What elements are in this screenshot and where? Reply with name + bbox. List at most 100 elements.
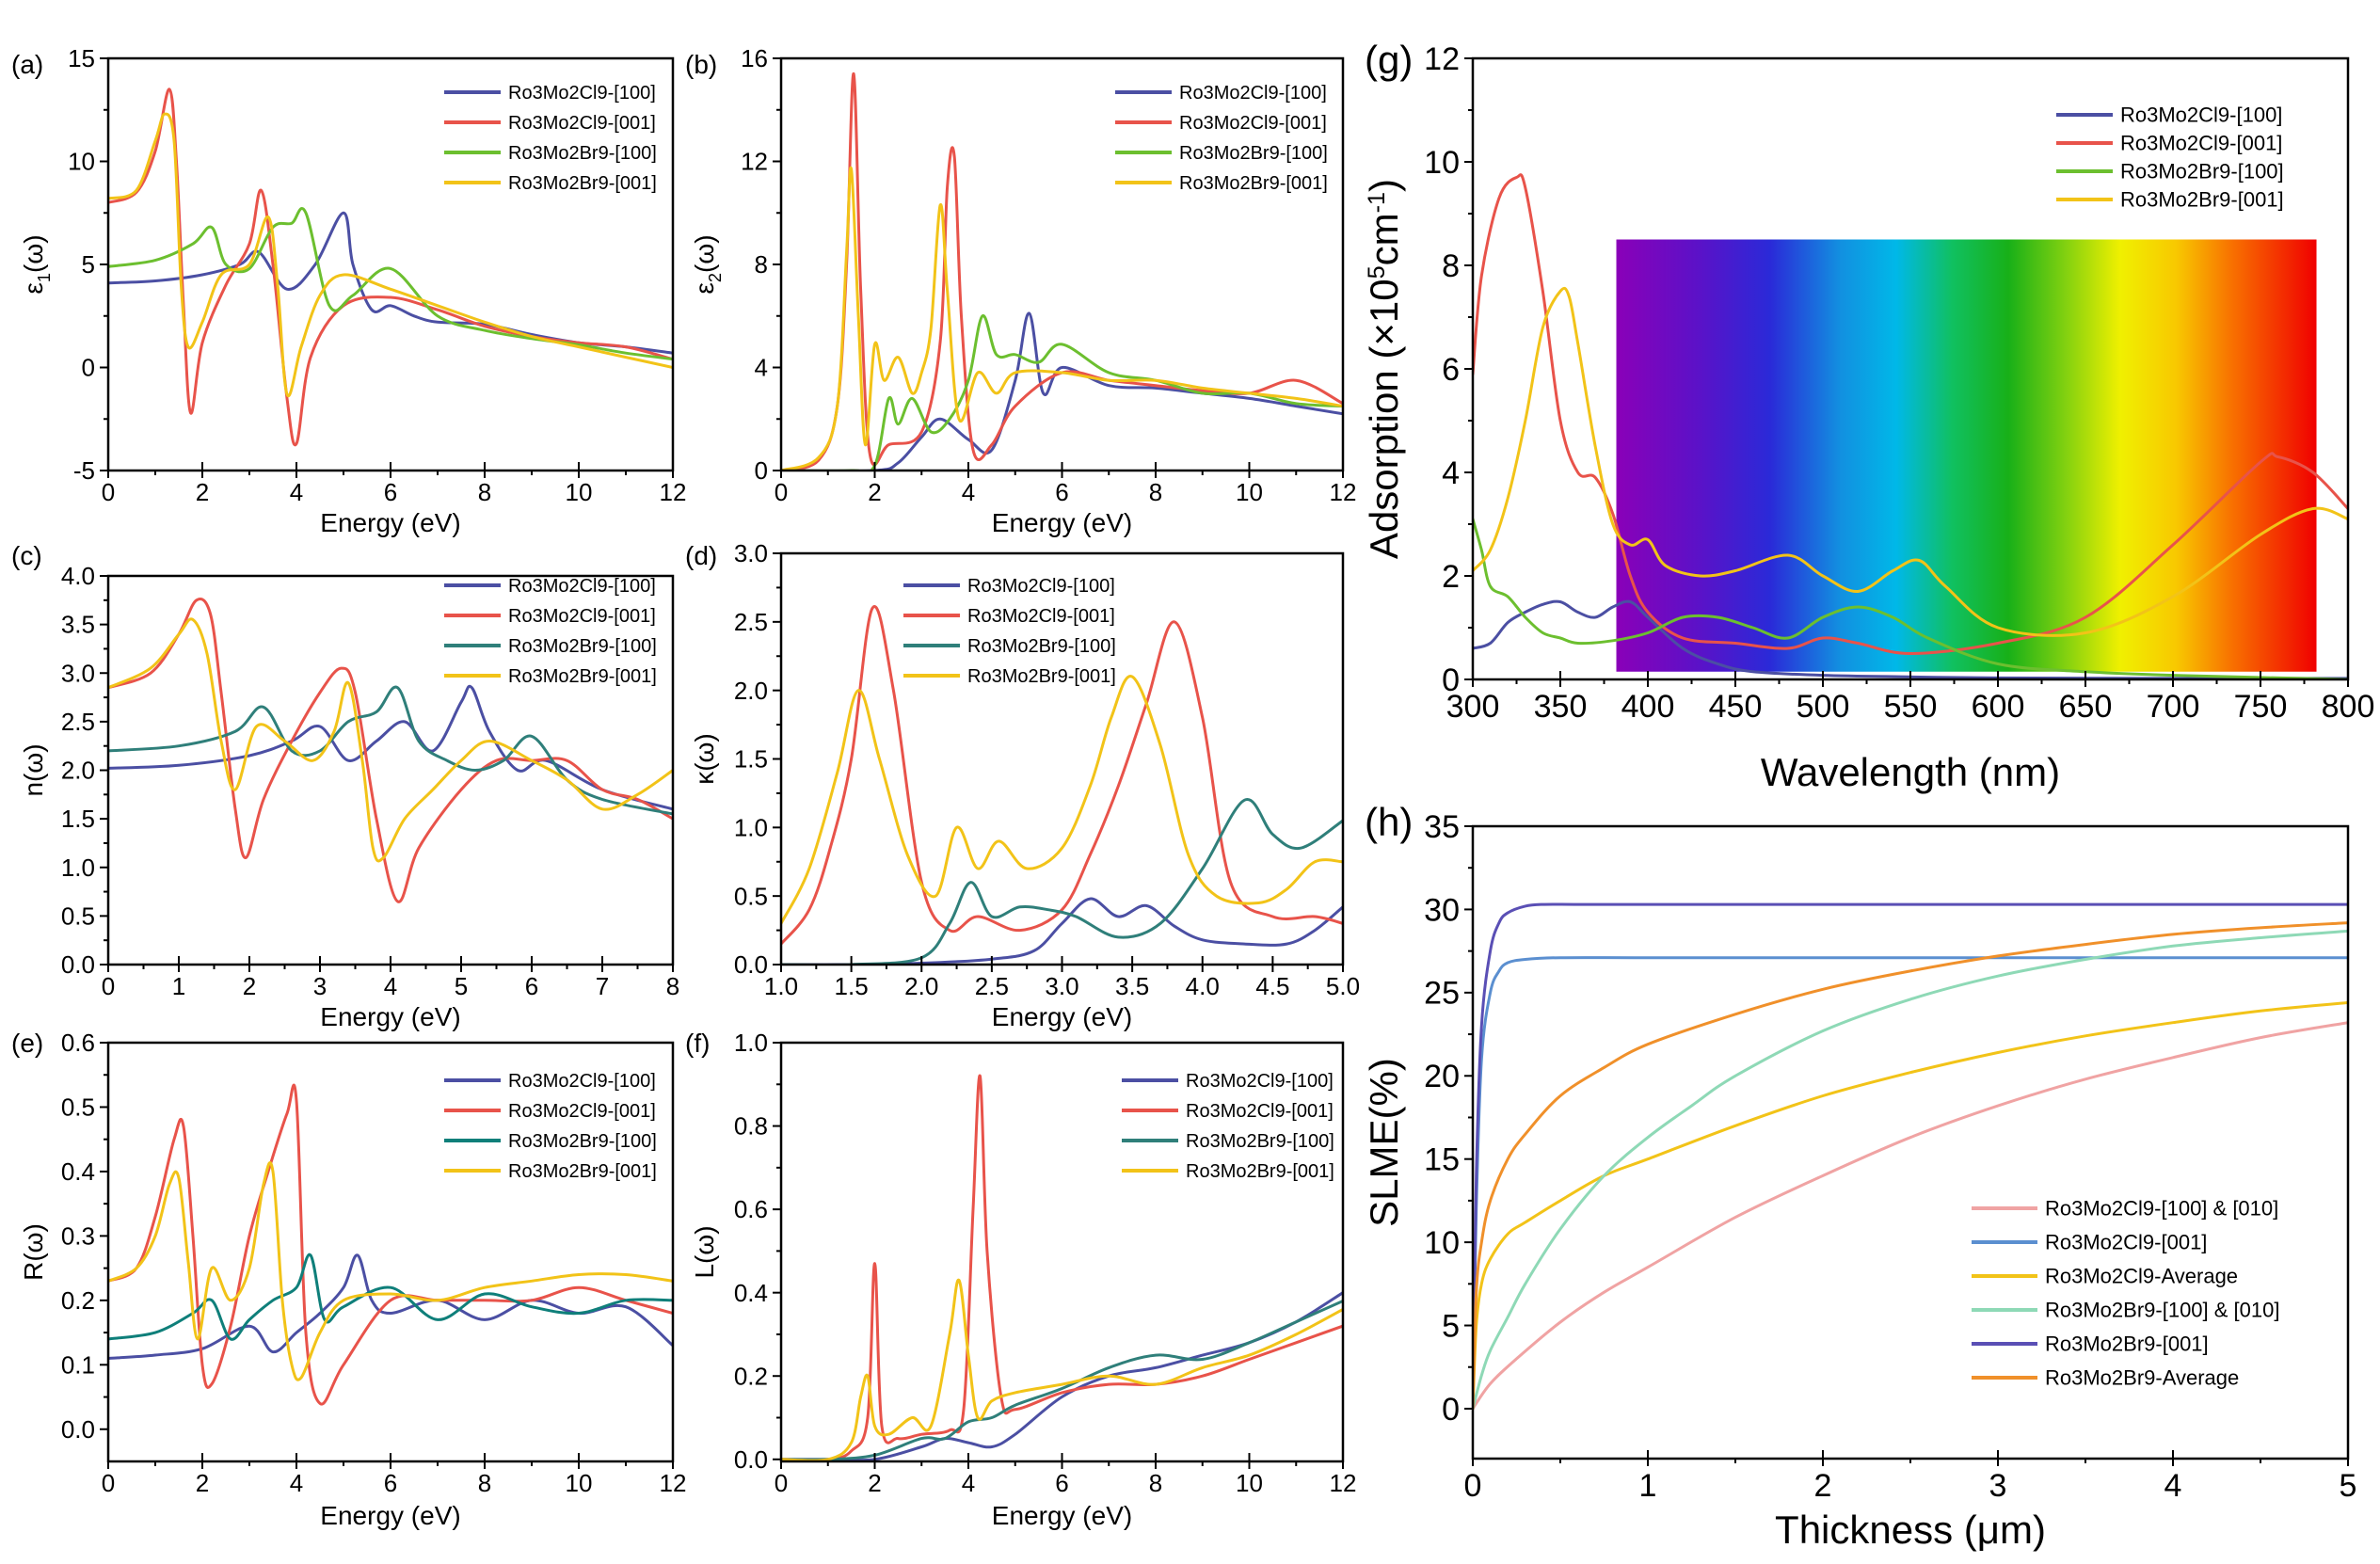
y-tick-label: 6 [1442,352,1460,388]
chart-panel-e: 0 2 4 6 8 10 12 0.0 0.1 0.2 0.3 0.4 0.5 0.6 Energy (eV… [11,1029,686,1530]
x-tick-label: 1.0 [764,972,798,1000]
x-tick-label: 800 [2322,689,2375,725]
y-tick-label: -5 [73,456,95,485]
y-tick-label: 0.8 [734,1112,768,1141]
x-tick-label: 300 [1446,689,1500,725]
x-axis-label: Energy (eV) [320,1002,460,1031]
y-tick-label: 2.5 [734,608,768,636]
y-tick-label: 2.5 [61,708,95,736]
y-tick-label: 2.0 [734,677,768,705]
series-line-c-3 [108,617,673,863]
legend-label: Ro3Mo2Cl9-[100] & [010] [2045,1197,2278,1221]
series-group [781,1074,1343,1461]
series-group [781,604,1343,965]
y-tick-label: 0.3 [61,1221,95,1250]
legend: Ro3Mo2Cl9-[100] Ro3Mo2Cl9-[001] Ro3Mo2Br9-… [2056,104,2284,212]
y-tick-label: 0.5 [61,902,95,930]
y-tick-label: 0.4 [61,1157,95,1186]
series-line-e-0 [108,1253,673,1360]
y-tick-label: 16 [741,44,768,72]
y-tick-label: 0.2 [61,1286,95,1315]
x-tick-label: 10 [1236,1469,1263,1497]
legend: Ro3Mo2Cl9-[100] & [010] Ro3Mo2Cl9-[001] Ro… [1972,1197,2279,1390]
chart-panel-h: 0 1 2 3 4 5 0 5 10 15 20 25 30 35 Thickness (μm) SLME(%… [1362,800,2356,1552]
series-group [108,598,673,903]
panel-label: (h) [1365,800,1413,844]
chart-panel-b: 0 2 4 6 8 10 12 0 4 8 12 16 Energy (eV) ε2(ω) (b) Ro3Mo… [685,44,1356,537]
legend-label: Ro3Mo2Br9-[001] [1179,173,1328,194]
series-line-f-3 [781,1278,1343,1461]
x-tick-label: 2.5 [975,972,1009,1000]
series-line-a-2 [108,206,673,361]
series-line-d-3 [781,675,1343,925]
y-tick-label: 2.0 [61,757,95,785]
y-tick-label: 0.2 [734,1362,768,1390]
y-tick-label: 3.5 [61,611,95,639]
series-line-d-2 [781,798,1343,965]
x-tick-label: 4 [290,478,303,506]
x-tick-label: 6 [1055,478,1068,506]
legend: Ro3Mo2Cl9-[100] Ro3Mo2Cl9-[001] Ro3Mo2Br9-… [1115,83,1328,194]
y-tick-label: 8 [755,250,768,279]
legend-label: Ro3Mo2Br9-[100] [967,636,1116,657]
series-line-h-5 [1473,921,2348,1411]
y-tick-label: 35 [1424,809,1460,845]
x-axis-label: Energy (eV) [992,1002,1132,1031]
y-tick-label: 12 [741,148,768,176]
y-tick-label: 5 [82,250,95,279]
legend-label: Ro3Mo2Cl9-[001] [2120,132,2282,155]
y-tick-label: 1.5 [734,745,768,774]
series-line-e-3 [108,1161,673,1381]
legend-label: Ro3Mo2Cl9-[001] [967,606,1115,627]
y-axis-label: ε2(ω) [690,234,725,294]
y-tick-label: 12 [1424,41,1460,77]
x-tick-label: 8 [666,972,679,1000]
y-tick-label: 2 [1442,559,1460,595]
series-line-b-2 [781,314,1343,471]
x-tick-label: 12 [660,1469,687,1497]
y-tick-label: 0.0 [734,950,768,979]
series-group [1473,902,2348,1411]
x-tick-label: 4.5 [1255,972,1289,1000]
y-tick-label: 0 [1442,1392,1460,1428]
legend-label: Ro3Mo2Br9-[001] [2045,1333,2209,1356]
y-axis-label: Adsorption (×105cm-1) [1362,179,1406,559]
x-tick-label: 3 [1989,1468,2007,1504]
legend-label: Ro3Mo2Br9-[100] & [010] [2045,1299,2279,1322]
legend-label: Ro3Mo2Br9-[001] [508,666,657,687]
y-tick-label: 30 [1424,892,1460,928]
y-axis-label: R(ω) [19,1223,48,1281]
series-line-h-0 [1473,1021,2348,1411]
y-axis-label: κ(ω) [690,733,719,785]
chart-panel-f: 0 2 4 6 8 10 12 0.0 0.2 0.4 0.6 0.8 1.0 Energy (eV) L(… [685,1029,1356,1530]
x-tick-label: 8 [1149,1469,1162,1497]
legend-label: Ro3Mo2Br9-[100] [508,636,657,657]
legend-label: Ro3Mo2Br9-[100] [508,1131,657,1152]
legend-label: Ro3Mo2Cl9-[100] [967,576,1115,597]
x-tick-label: 3.0 [1045,972,1078,1000]
x-tick-label: 12 [1330,1469,1357,1497]
legend-label: Ro3Mo2Cl9-Average [2045,1265,2238,1288]
y-tick-label: 0.0 [61,950,95,979]
x-tick-label: 12 [1330,478,1357,506]
x-tick-label: 0 [775,1469,788,1497]
x-tick-label: 10 [566,478,593,506]
y-tick-label: 25 [1424,976,1460,1012]
x-tick-label: 10 [566,1469,593,1497]
series-line-f-2 [781,1300,1343,1461]
series-line-c-0 [108,684,673,811]
series-line-b-3 [781,166,1343,471]
legend-label: Ro3Mo2Br9-[001] [967,666,1116,687]
x-tick-label: 2 [196,478,209,506]
legend: Ro3Mo2Cl9-[100] Ro3Mo2Cl9-[001] Ro3Mo2Br9-… [444,576,657,687]
y-axis-label: n(ω) [19,743,48,796]
plot-frame [106,574,675,966]
legend-label: Ro3Mo2Br9-[001] [2120,188,2284,212]
x-tick-label: 4 [962,1469,975,1497]
x-tick-label: 12 [660,478,687,506]
y-tick-label: 1.0 [734,1029,768,1057]
legend-label: Ro3Mo2Br9-Average [2045,1366,2239,1390]
legend: Ro3Mo2Cl9-[100] Ro3Mo2Cl9-[001] Ro3Mo2Br9-… [444,1071,657,1182]
chart-panel-d: 1.0 1.5 2.0 2.5 3.0 3.5 4.0 4.5 5.0 0.0 0.5 1.0 1.5 2… [685,539,1360,1031]
